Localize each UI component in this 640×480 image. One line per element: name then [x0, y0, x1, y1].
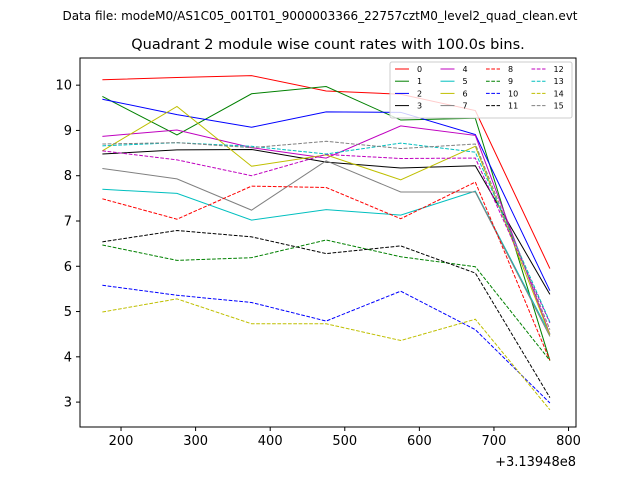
legend-label-2: 2 [417, 89, 422, 98]
x-tick-label: 300 [183, 434, 208, 449]
legend-label-3: 3 [417, 102, 422, 111]
legend-label-9: 9 [508, 77, 513, 86]
y-tick-label: 9 [64, 124, 72, 139]
data-file-caption: Data file: modeM0/AS1C05_001T01_90000033… [62, 9, 577, 23]
series-line-12 [102, 150, 551, 324]
legend-label-4: 4 [463, 65, 468, 74]
series-line-15 [102, 140, 551, 330]
series-line-7 [102, 160, 551, 337]
y-tick-label: 7 [64, 214, 72, 229]
x-offset-label: +3.13948e8 [495, 455, 576, 470]
y-tick-label: 6 [64, 260, 72, 275]
legend-label-6: 6 [463, 89, 468, 98]
series-line-1 [102, 86, 551, 361]
series-line-13 [102, 142, 551, 323]
x-tick-label: 700 [482, 434, 507, 449]
series-line-9 [102, 239, 551, 361]
legend-label-10: 10 [508, 89, 518, 98]
plot-frame [79, 57, 577, 428]
series-line-10 [102, 284, 551, 404]
chart-title: Quadrant 2 module wise count rates with … [131, 37, 525, 53]
legend-label-11: 11 [508, 102, 518, 111]
legend-label-1: 1 [417, 77, 422, 86]
series-line-14 [102, 298, 551, 411]
legend-label-15: 15 [554, 102, 564, 111]
x-tick-label: 500 [332, 434, 357, 449]
series-line-11 [102, 229, 551, 398]
legend-label-13: 13 [554, 77, 564, 86]
y-tick-label: 3 [64, 396, 72, 411]
legend-label-0: 0 [417, 65, 422, 74]
x-axis: 200 300 400 500 600 700 800 [109, 427, 581, 449]
legend-label-8: 8 [508, 65, 513, 74]
legend-label-5: 5 [463, 77, 468, 86]
x-tick-label: 800 [556, 434, 581, 449]
y-tick-label: 5 [64, 305, 72, 320]
legend-label-7: 7 [463, 102, 468, 111]
x-tick-label: 200 [109, 434, 134, 449]
series-line-3 [102, 148, 551, 295]
series-line-8 [102, 181, 551, 361]
y-tick-label: 4 [64, 350, 72, 365]
y-tick-label: 8 [64, 169, 72, 184]
legend-label-14: 14 [554, 89, 564, 98]
x-tick-label: 400 [258, 434, 283, 449]
y-tick-label: 10 [55, 79, 72, 94]
plot-series [102, 75, 551, 411]
y-axis: 3 4 5 6 7 8 9 10 [55, 79, 80, 411]
legend-label-12: 12 [554, 65, 564, 74]
series-line-4 [102, 125, 551, 335]
series-line-5 [102, 188, 551, 335]
series-line-2 [102, 98, 551, 291]
legend-frame [389, 61, 573, 119]
x-tick-label: 600 [407, 434, 432, 449]
